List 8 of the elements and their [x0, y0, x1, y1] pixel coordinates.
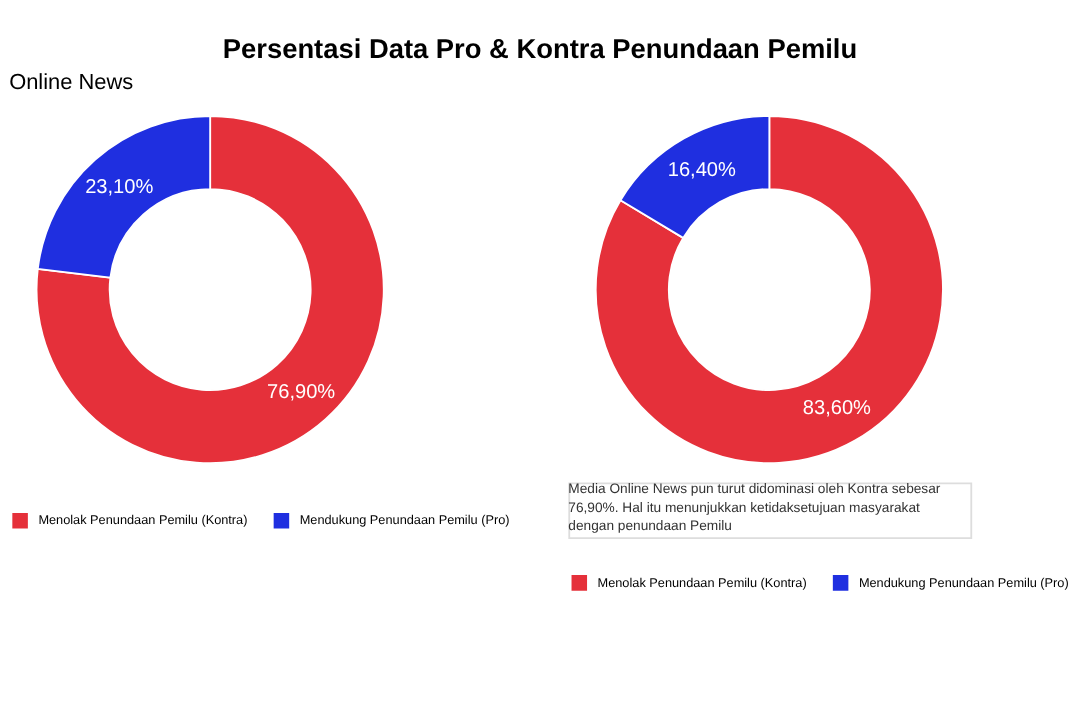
donut-slice	[594, 115, 944, 464]
data-label: 16,40%	[667, 159, 737, 182]
chart-subtitle: Online News	[9, 71, 135, 96]
data-label: 83,60%	[802, 398, 872, 421]
data-label: 76,90%	[267, 381, 336, 404]
data-label: 23,10%	[85, 176, 154, 199]
donut-slice	[35, 115, 385, 464]
chart-title: Persentasi Data Pro & Kontra Penundaan Pemilu	[222, 34, 858, 65]
